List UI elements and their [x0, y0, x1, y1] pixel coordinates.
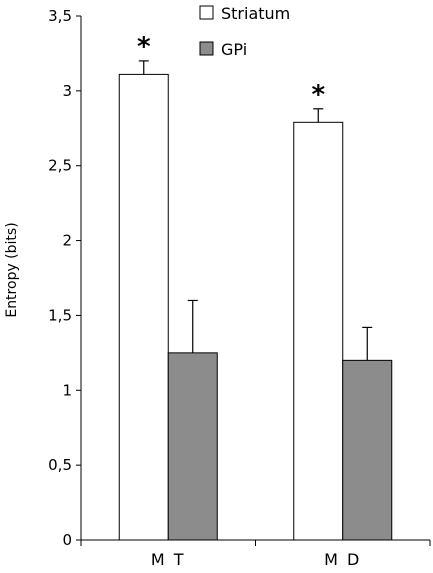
y-tick-label: 1,5 — [48, 306, 72, 324]
y-axis-title: Entropy (bits) — [4, 222, 20, 317]
significance-marker: * — [311, 80, 325, 110]
significance-marker: * — [137, 32, 151, 62]
y-tick-label: 0 — [62, 531, 72, 549]
legend: Striatum GPi — [199, 4, 290, 59]
y-axis: 0 0,5 1 1,5 2 2,5 3 3,5 — [48, 7, 82, 549]
legend-swatch — [199, 41, 214, 56]
y-tick-label: 3,5 — [48, 7, 72, 25]
legend-label: Striatum — [221, 4, 290, 23]
x-tick-label: M D — [324, 550, 361, 569]
bar — [167, 352, 218, 541]
bar — [293, 121, 344, 541]
legend-swatch — [199, 5, 214, 20]
bars: ** — [118, 32, 393, 541]
x-tick-label: M T — [151, 550, 186, 569]
bar — [118, 73, 169, 541]
y-tick-label: 1 — [62, 381, 72, 399]
y-tick-label: 2 — [62, 232, 72, 250]
y-tick-label: 0,5 — [48, 456, 72, 474]
bar — [342, 359, 393, 541]
y-tick-label: 3 — [62, 82, 72, 100]
y-tick-label: 2,5 — [48, 157, 72, 175]
legend-label: GPi — [221, 40, 247, 59]
